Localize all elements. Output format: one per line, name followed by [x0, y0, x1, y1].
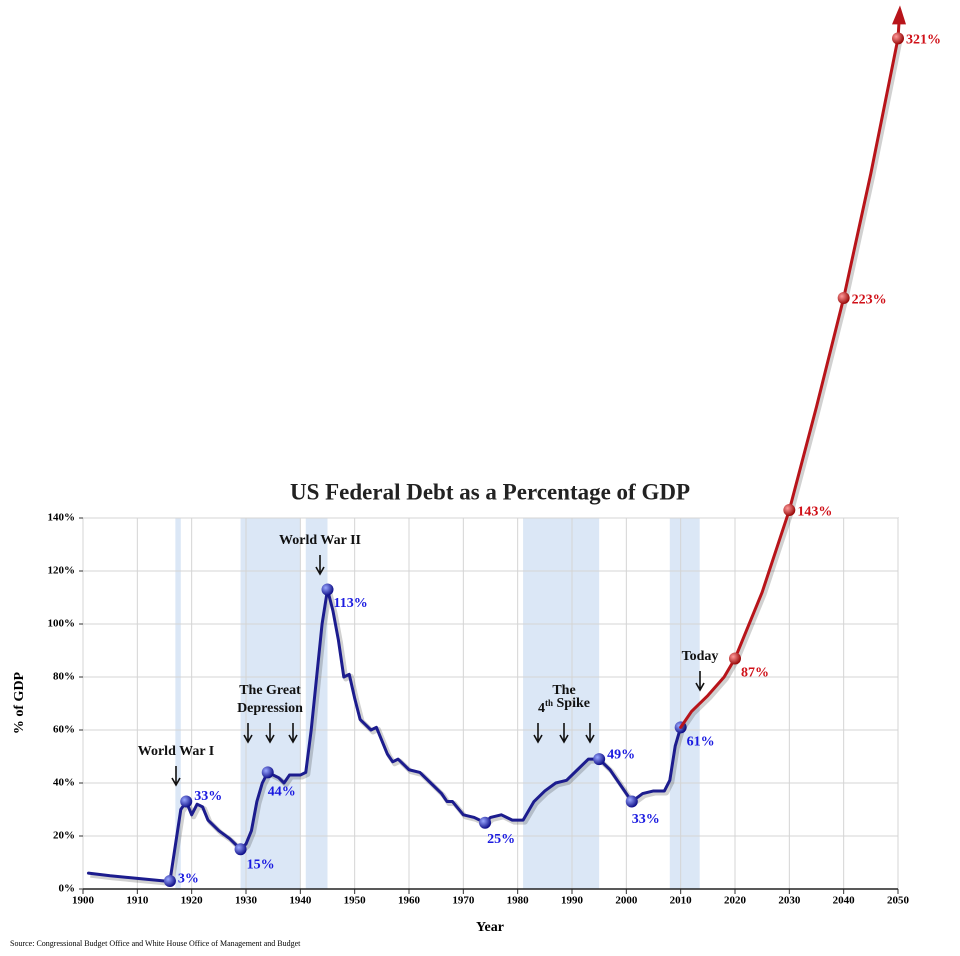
x-tick-label: 2010 — [670, 895, 693, 907]
data-line — [86, 588, 683, 883]
data-label: 61% — [687, 735, 715, 750]
data-label: 15% — [247, 857, 275, 872]
y-tick-label: 140% — [48, 512, 76, 524]
line-arrowhead — [892, 5, 906, 25]
x-tick-label: 2040 — [833, 895, 856, 907]
annotation-segment: The Great — [239, 683, 301, 698]
annotation-segment: Today — [682, 649, 719, 664]
annotation-text: The Great — [239, 683, 301, 698]
x-tick-label: 1970 — [452, 895, 475, 907]
x-tick-label: 1960 — [398, 895, 421, 907]
annotation-arrow — [243, 723, 253, 744]
data-label: 44% — [268, 785, 296, 800]
data-label: 143% — [797, 504, 832, 519]
shaded-period — [175, 518, 181, 889]
annotation-text: 4th Spike — [538, 696, 590, 716]
x-tick-label: 1940 — [289, 895, 312, 907]
point-marker — [180, 795, 193, 808]
annotation-arrow — [585, 723, 595, 744]
point-marker — [163, 875, 176, 888]
point-marker — [479, 816, 492, 829]
annotation-text: World War I — [138, 744, 215, 759]
data-label: 87% — [741, 666, 769, 681]
annotation-arrow — [533, 723, 543, 744]
y-tick-label: 80% — [53, 671, 75, 683]
point-marker — [783, 504, 796, 517]
point-marker — [261, 766, 274, 779]
y-tick-label: 0% — [59, 883, 76, 895]
y-axis-label: % of GDP — [12, 671, 27, 734]
annotation-arrow — [288, 723, 298, 744]
plot-area — [82, 517, 899, 890]
point-marker — [729, 652, 741, 665]
annotation-arrow — [559, 723, 569, 744]
x-tick-label: 1980 — [507, 895, 530, 907]
x-tick-label: 1900 — [72, 895, 95, 907]
data-label: 25% — [487, 832, 515, 847]
annotation-segment: World War II — [279, 533, 361, 548]
data-line-shadow — [680, 39, 903, 731]
data-label: 33% — [194, 789, 222, 804]
annotation-segment: World War I — [138, 744, 215, 759]
x-axis-label: Year — [476, 920, 504, 935]
data-label: 33% — [632, 812, 660, 827]
point-marker — [837, 292, 850, 305]
x-tick-label: 1920 — [181, 895, 204, 907]
data-line — [679, 36, 900, 729]
shaded-period — [523, 518, 600, 889]
annotation-segment: 4 — [538, 701, 545, 716]
x-tick-label: 1930 — [235, 895, 258, 907]
point-marker — [593, 753, 606, 766]
x-tick-label: 2050 — [887, 895, 910, 907]
x-tick-label: 2000 — [615, 895, 638, 907]
chart-title: US Federal Debt as a Percentage of GDP — [290, 479, 690, 504]
point-marker — [625, 795, 638, 808]
point-marker — [892, 32, 904, 45]
y-tick-label: 60% — [53, 724, 75, 736]
shaded-period — [240, 518, 301, 889]
superscript: th — [545, 698, 553, 708]
x-tick-label: 2030 — [778, 895, 801, 907]
shaded-period — [669, 518, 700, 889]
data-label: 321% — [906, 33, 941, 48]
annotation-text: Today — [682, 649, 719, 664]
annotation-arrow — [171, 766, 181, 787]
annotation-segment: The — [552, 683, 575, 698]
data-label: 49% — [607, 747, 635, 762]
shaded-period — [305, 518, 328, 889]
annotation-segment: Spike — [553, 696, 590, 711]
annotation-text: Depression — [237, 701, 303, 716]
annotation-segment: Depression — [237, 701, 303, 716]
source-note: Source: Congressional Budget Office and … — [10, 939, 301, 948]
data-label: 113% — [334, 596, 368, 611]
data-label: 223% — [852, 292, 887, 307]
data-label: 3% — [178, 871, 199, 886]
y-tick-label: 120% — [48, 565, 76, 577]
point-marker — [234, 843, 247, 856]
annotation-arrow — [695, 671, 705, 692]
annotation-arrow — [265, 723, 275, 744]
annotation-text: World War II — [279, 533, 361, 548]
x-tick-label: 1990 — [561, 895, 584, 907]
annotation-text: The — [552, 683, 575, 698]
x-tick-label: 1950 — [344, 895, 367, 907]
y-tick-label: 20% — [53, 830, 75, 842]
point-marker — [321, 583, 334, 596]
x-tick-label: 2020 — [724, 895, 747, 907]
x-tick-label: 1910 — [126, 895, 149, 907]
y-tick-label: 40% — [53, 777, 75, 789]
annotation-arrow — [315, 555, 325, 576]
y-tick-label: 100% — [48, 618, 76, 630]
